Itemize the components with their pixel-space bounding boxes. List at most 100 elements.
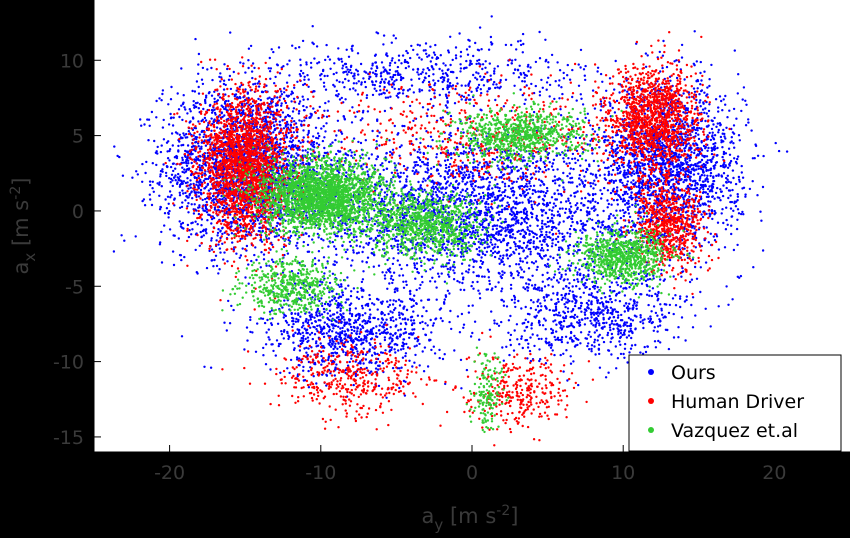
data-point bbox=[287, 131, 290, 135]
data-point bbox=[302, 233, 305, 236]
data-point bbox=[200, 218, 204, 221]
data-point bbox=[222, 88, 226, 91]
data-point bbox=[256, 82, 259, 85]
data-point bbox=[662, 39, 665, 43]
data-point bbox=[184, 155, 187, 159]
data-point bbox=[704, 184, 707, 188]
data-point bbox=[254, 82, 257, 86]
data-point bbox=[289, 234, 293, 238]
data-point bbox=[704, 145, 707, 149]
data-point bbox=[730, 136, 733, 139]
data-point bbox=[702, 171, 705, 174]
data-point bbox=[318, 134, 321, 138]
data-point bbox=[295, 126, 298, 129]
data-point bbox=[514, 207, 517, 210]
data-point bbox=[159, 175, 162, 178]
data-point bbox=[311, 25, 314, 28]
data-point bbox=[587, 119, 591, 122]
data-point bbox=[204, 163, 207, 166]
data-point bbox=[571, 157, 574, 161]
data-point bbox=[160, 261, 164, 264]
data-point bbox=[713, 148, 716, 152]
data-point bbox=[203, 187, 207, 190]
data-point bbox=[736, 155, 740, 158]
data-point bbox=[366, 110, 370, 113]
data-point bbox=[197, 107, 200, 110]
data-point bbox=[335, 134, 338, 137]
data-point bbox=[250, 105, 253, 109]
data-point bbox=[174, 179, 177, 182]
data-point bbox=[155, 116, 158, 119]
data-point bbox=[330, 158, 333, 162]
data-point bbox=[223, 251, 226, 254]
data-point bbox=[298, 46, 301, 49]
data-point bbox=[710, 119, 713, 122]
data-point bbox=[707, 241, 710, 244]
data-point bbox=[159, 150, 163, 154]
data-point bbox=[715, 161, 719, 164]
data-point bbox=[640, 186, 644, 189]
data-point bbox=[262, 258, 266, 261]
data-point bbox=[713, 134, 717, 137]
data-point bbox=[727, 303, 730, 306]
data-point bbox=[642, 204, 645, 208]
data-point bbox=[576, 117, 579, 121]
data-point bbox=[161, 168, 164, 171]
data-point bbox=[141, 180, 144, 183]
data-point bbox=[706, 86, 709, 89]
data-point bbox=[317, 250, 321, 253]
data-point bbox=[612, 199, 616, 202]
data-point bbox=[661, 54, 665, 57]
data-point bbox=[673, 152, 677, 155]
data-point bbox=[215, 100, 218, 103]
data-point bbox=[167, 103, 170, 106]
data-point bbox=[708, 78, 711, 81]
data-point bbox=[687, 142, 690, 145]
data-point bbox=[709, 189, 712, 192]
data-point bbox=[197, 195, 201, 198]
data-point bbox=[299, 286, 302, 289]
data-point bbox=[734, 182, 738, 186]
data-point bbox=[704, 203, 707, 206]
data-point bbox=[752, 266, 755, 269]
data-point bbox=[188, 121, 191, 124]
data-point bbox=[626, 175, 630, 178]
data-point bbox=[170, 194, 173, 197]
data-point bbox=[706, 125, 709, 128]
data-point bbox=[312, 107, 315, 110]
data-point bbox=[716, 122, 719, 125]
data-point bbox=[646, 162, 650, 166]
data-point bbox=[717, 248, 721, 251]
data-point bbox=[291, 110, 295, 113]
data-point bbox=[575, 185, 579, 188]
data-point bbox=[695, 60, 698, 63]
data-point bbox=[679, 165, 682, 168]
data-point bbox=[719, 123, 722, 126]
data-point bbox=[264, 108, 268, 112]
data-point bbox=[709, 200, 712, 203]
data-point bbox=[305, 63, 308, 66]
data-point bbox=[297, 112, 301, 115]
data-point bbox=[301, 161, 305, 164]
data-point bbox=[474, 184, 477, 188]
data-point bbox=[188, 108, 191, 111]
data-point bbox=[296, 247, 299, 250]
data-point bbox=[699, 204, 702, 207]
data-point bbox=[708, 103, 711, 106]
data-point bbox=[661, 158, 664, 162]
data-point bbox=[706, 192, 709, 196]
data-point bbox=[286, 252, 290, 255]
data-point bbox=[596, 133, 599, 136]
data-point bbox=[468, 147, 471, 150]
data-point bbox=[725, 126, 728, 129]
data-point bbox=[286, 123, 290, 126]
data-point bbox=[280, 104, 283, 108]
data-point bbox=[703, 70, 706, 73]
data-point bbox=[322, 125, 325, 128]
data-point bbox=[272, 131, 275, 134]
data-point bbox=[210, 217, 214, 221]
data-point bbox=[251, 109, 255, 112]
data-point bbox=[174, 174, 177, 177]
data-point bbox=[178, 220, 181, 223]
data-point bbox=[735, 117, 738, 120]
